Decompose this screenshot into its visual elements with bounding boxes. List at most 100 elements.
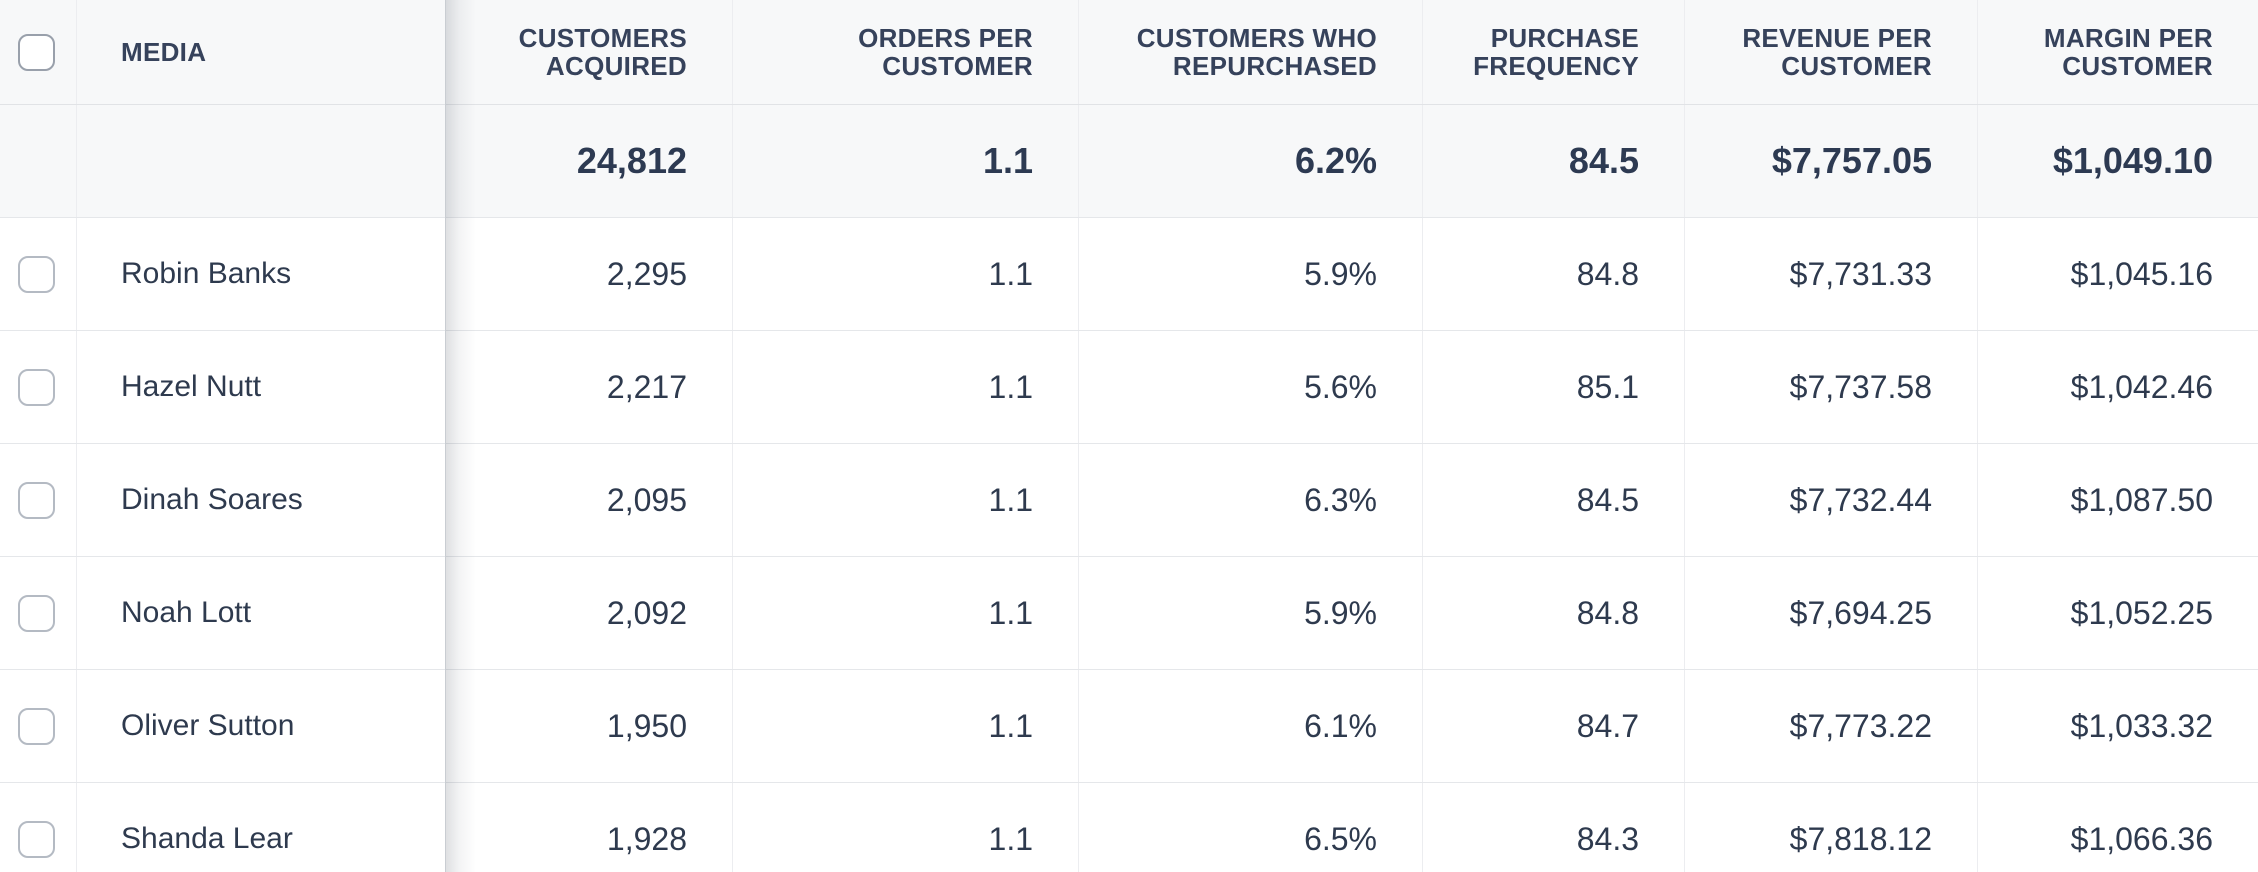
- row-checkbox[interactable]: [18, 707, 55, 745]
- cell-purchase-frequency: 84.5: [1423, 444, 1685, 556]
- media-cell: Shanda Lear: [77, 783, 446, 872]
- row-select-cell: [0, 444, 77, 556]
- cell-value: 84.8: [1576, 255, 1639, 292]
- column-header-label: PURCHASE FREQUENCY: [1473, 23, 1639, 81]
- cell-value: $1,042.46: [2070, 368, 2213, 405]
- cell-margin-per-customer: $1,052.25: [1978, 557, 2258, 669]
- cell-value: 84.3: [1576, 820, 1639, 857]
- column-header-label: MARGIN PER CUSTOMER: [2043, 23, 2213, 81]
- cell-value: $7,694.25: [1789, 594, 1932, 631]
- media-name: Shanda Lear: [121, 822, 293, 855]
- cell-revenue-per-customer: $7,731.33: [1685, 218, 1978, 330]
- column-header-revenue-per-customer[interactable]: REVENUE PER CUSTOMER: [1685, 0, 1978, 104]
- cell-value: 1,950: [606, 707, 687, 744]
- cell-customers-acquired: 1,950: [446, 670, 733, 782]
- cell-customers-who-repurchased: 6.5%: [1079, 783, 1423, 872]
- cell-value: $7,818.12: [1789, 820, 1932, 857]
- cell-value: $1,066.36: [2070, 820, 2213, 857]
- cell-value: 84.8: [1576, 594, 1639, 631]
- row-select-cell: [0, 331, 77, 443]
- table-row: Noah Lott 2,092 1.1 5.9% 84.8 $7,694.25 …: [0, 557, 2258, 670]
- cell-value: 1.1: [988, 481, 1033, 518]
- column-header-label: CUSTOMERS ACQUIRED: [518, 23, 687, 81]
- row-select-cell: [0, 783, 77, 872]
- media-name: Hazel Nutt: [121, 370, 262, 403]
- cell-value: 1,928: [606, 820, 687, 857]
- row-checkbox[interactable]: [18, 481, 55, 519]
- cell-value: $1,045.16: [2070, 255, 2213, 292]
- media-name: Oliver Sutton: [121, 709, 295, 742]
- totals-media-cell: [77, 105, 446, 217]
- cell-customers-acquired: 2,095: [446, 444, 733, 556]
- cell-revenue-per-customer: $7,818.12: [1685, 783, 1978, 872]
- cell-value: 1.1: [988, 368, 1033, 405]
- totals-value: 84.5: [1568, 140, 1639, 181]
- cell-revenue-per-customer: $7,694.25: [1685, 557, 1978, 669]
- cell-value: 5.6%: [1304, 368, 1377, 405]
- media-cell: Dinah Soares: [77, 444, 446, 556]
- cell-value: $1,033.32: [2070, 707, 2213, 744]
- table-row: Oliver Sutton 1,950 1.1 6.1% 84.7 $7,773…: [0, 670, 2258, 783]
- cell-value: $1,052.25: [2070, 594, 2213, 631]
- totals-cell-customers-who-repurchased: 6.2%: [1079, 105, 1423, 217]
- cell-margin-per-customer: $1,045.16: [1978, 218, 2258, 330]
- cell-customers-who-repurchased: 5.6%: [1079, 331, 1423, 443]
- row-select-cell: [0, 218, 77, 330]
- media-cell: Hazel Nutt: [77, 331, 446, 443]
- column-header-media[interactable]: MEDIA: [77, 0, 446, 104]
- cell-orders-per-customer: 1.1: [733, 670, 1079, 782]
- table-row: Shanda Lear 1,928 1.1 6.5% 84.3 $7,818.1…: [0, 783, 2258, 872]
- header-select-cell: [0, 0, 77, 104]
- cell-margin-per-customer: $1,087.50: [1978, 444, 2258, 556]
- totals-cell-orders-per-customer: 1.1: [733, 105, 1079, 217]
- totals-value: 24,812: [576, 140, 687, 181]
- row-checkbox[interactable]: [18, 368, 55, 406]
- table-row: Dinah Soares 2,095 1.1 6.3% 84.5 $7,732.…: [0, 444, 2258, 557]
- table-row: Robin Banks 2,295 1.1 5.9% 84.8 $7,731.3…: [0, 218, 2258, 331]
- cell-revenue-per-customer: $7,732.44: [1685, 444, 1978, 556]
- column-header-margin-per-customer[interactable]: MARGIN PER CUSTOMER: [1978, 0, 2258, 104]
- cell-purchase-frequency: 85.1: [1423, 331, 1685, 443]
- cell-margin-per-customer: $1,042.46: [1978, 331, 2258, 443]
- totals-empty-select-cell: [0, 105, 77, 217]
- cell-value: 5.9%: [1304, 594, 1377, 631]
- cell-value: 1.1: [988, 255, 1033, 292]
- cell-revenue-per-customer: $7,773.22: [1685, 670, 1978, 782]
- totals-value: $1,049.10: [2052, 140, 2213, 181]
- cell-purchase-frequency: 84.3: [1423, 783, 1685, 872]
- totals-cell-margin-per-customer: $1,049.10: [1978, 105, 2258, 217]
- row-checkbox[interactable]: [18, 594, 55, 632]
- column-header-orders-per-customer[interactable]: ORDERS PER CUSTOMER: [733, 0, 1079, 104]
- cell-customers-acquired: 1,928: [446, 783, 733, 872]
- media-name: Noah Lott: [121, 596, 252, 629]
- totals-value: 1.1: [982, 140, 1033, 181]
- cell-margin-per-customer: $1,033.32: [1978, 670, 2258, 782]
- cell-value: 2,092: [606, 594, 687, 631]
- row-checkbox[interactable]: [18, 255, 55, 293]
- media-name: Robin Banks: [121, 257, 292, 290]
- table-header-row: MEDIA CUSTOMERS ACQUIRED ORDERS PER CUST…: [0, 0, 2258, 105]
- cell-value: 6.3%: [1304, 481, 1377, 518]
- column-header-customers-who-repurchased[interactable]: CUSTOMERS WHO REPURCHASED: [1079, 0, 1423, 104]
- media-cell: Robin Banks: [77, 218, 446, 330]
- cell-orders-per-customer: 1.1: [733, 444, 1079, 556]
- cell-orders-per-customer: 1.1: [733, 218, 1079, 330]
- column-header-label: REVENUE PER CUSTOMER: [1742, 23, 1932, 81]
- cell-value: $7,732.44: [1789, 481, 1932, 518]
- media-name: Dinah Soares: [121, 483, 303, 516]
- cell-customers-acquired: 2,217: [446, 331, 733, 443]
- cell-value: 5.9%: [1304, 255, 1377, 292]
- column-header-purchase-frequency[interactable]: PURCHASE FREQUENCY: [1423, 0, 1685, 104]
- cell-value: 6.1%: [1304, 707, 1377, 744]
- cell-revenue-per-customer: $7,737.58: [1685, 331, 1978, 443]
- select-all-checkbox[interactable]: [18, 33, 55, 71]
- media-cell: Noah Lott: [77, 557, 446, 669]
- cell-value: 1.1: [988, 594, 1033, 631]
- cell-purchase-frequency: 84.8: [1423, 557, 1685, 669]
- cell-orders-per-customer: 1.1: [733, 783, 1079, 872]
- totals-value: 6.2%: [1294, 140, 1377, 181]
- row-checkbox[interactable]: [18, 820, 55, 858]
- cell-value: 85.1: [1576, 368, 1639, 405]
- column-header-customers-acquired[interactable]: CUSTOMERS ACQUIRED: [446, 0, 733, 104]
- table-row: Hazel Nutt 2,217 1.1 5.6% 85.1 $7,737.58…: [0, 331, 2258, 444]
